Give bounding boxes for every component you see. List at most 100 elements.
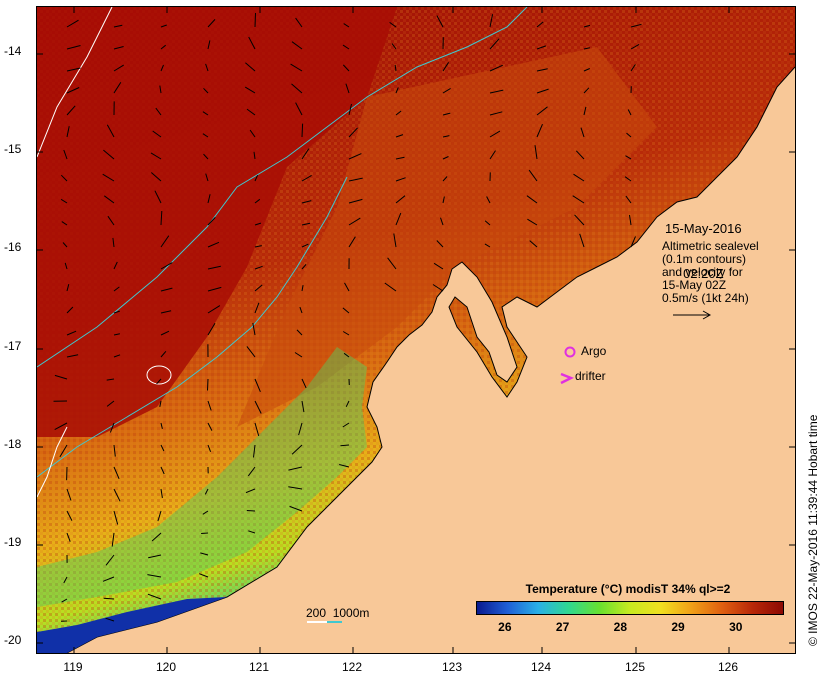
velocity-arrow: [103, 149, 115, 160]
velocity-arrow: [630, 23, 642, 28]
velocity-arrow: [106, 124, 115, 138]
x-tick-label: 124: [530, 660, 552, 674]
velocity-arrow: [104, 195, 115, 204]
contour-1000m-lower: [37, 176, 348, 478]
velocity-arrow: [489, 111, 503, 116]
velocity-arrow: [207, 323, 216, 336]
velocity-arrow: [150, 152, 162, 160]
x-tick-label: 121: [248, 660, 270, 674]
velocity-arrow: [113, 64, 124, 72]
x-tick-label: 120: [155, 660, 177, 674]
velocity-arrow: [348, 236, 356, 248]
velocity-arrow: [436, 15, 444, 28]
argo-marker[interactable]: [564, 346, 576, 358]
velocity-arrow: [66, 354, 79, 358]
drifter-marker[interactable]: [560, 372, 575, 385]
velocity-arrow: [160, 24, 167, 28]
velocity-arrow: [254, 378, 261, 392]
velocity-arrow: [296, 329, 303, 336]
velocity-arrow: [489, 38, 500, 50]
velocity-arrow: [627, 109, 632, 116]
legend-title: Temperature (°C) modisT 34% ql>=2: [525, 582, 731, 596]
velocity-arrow: [291, 41, 303, 50]
velocity-arrow: [66, 306, 74, 314]
velocity-arrow: [207, 241, 220, 248]
velocity-arrow: [254, 222, 262, 226]
velocity-scale-arrowhead: [702, 310, 712, 320]
velocity-arrow: [574, 214, 585, 226]
altimetry-caption: Altimetric sealevel (0.1m contours) and …: [662, 239, 759, 305]
velocity-arrow: [155, 107, 162, 116]
velocity-arrow: [200, 552, 209, 556]
velocity-arrow: [245, 62, 256, 72]
velocity-arrow: [298, 422, 303, 436]
velocity-arrow: [113, 24, 123, 28]
temperature-legend: Temperature (°C) modisT 34% ql>=2 26 27 …: [472, 582, 784, 642]
velocity-arrow: [394, 64, 397, 72]
velocity-arrow: [291, 83, 303, 94]
velocity-arrow: [160, 287, 173, 292]
velocity-arrow: [290, 63, 303, 72]
velocity-arrow: [536, 124, 543, 138]
velocity-arrow: [147, 574, 162, 578]
velocity-arrow: [207, 40, 211, 50]
velocity-arrow: [201, 532, 209, 534]
colorbar-tick: 27: [555, 620, 570, 634]
velocity-arrow: [440, 217, 444, 226]
velocity-arrow: [113, 286, 120, 292]
velocity-arrow: [254, 302, 260, 314]
velocity-arrow: [66, 67, 81, 72]
velocity-arrow: [160, 210, 163, 226]
colorbar-tick: 29: [671, 620, 685, 634]
velocity-arrow: [113, 310, 120, 314]
velocity-arrow: [105, 554, 115, 566]
colorbar-tick: 28: [613, 620, 627, 634]
velocity-arrow: [111, 532, 115, 547]
velocity-arrow: [484, 243, 491, 248]
velocity-arrow: [301, 263, 307, 270]
velocity-arrow: [63, 149, 68, 160]
velocity-arrow: [106, 378, 115, 381]
velocity-arrow: [150, 172, 162, 182]
velocity-arrow: [442, 196, 445, 204]
colorbar: [476, 601, 784, 615]
velocity-vectors: [53, 12, 642, 622]
velocity-arrow: [288, 486, 303, 490]
velocity-arrow: [66, 283, 70, 292]
velocity-arrow: [301, 174, 312, 182]
velocity-arrow: [244, 86, 256, 94]
velocity-arrow: [294, 352, 303, 358]
velocity-arrow: [113, 354, 121, 358]
velocity-arrow: [247, 466, 256, 477]
velocity-arrow: [489, 150, 496, 160]
velocity-arrow: [395, 110, 402, 116]
observation-date: 15-May-2016 02:20Z: [665, 191, 742, 296]
velocity-arrow: [583, 68, 590, 72]
velocity-arrow: [529, 240, 538, 248]
velocity-arrow: [151, 532, 162, 542]
velocity-arrow: [245, 488, 256, 494]
velocity-arrow: [66, 488, 72, 501]
velocity-arrow: [301, 222, 311, 226]
velocity-arrow: [343, 352, 350, 358]
velocity-arrow: [301, 200, 312, 204]
axis-ticks: [37, 7, 795, 653]
map-panel[interactable]: [36, 6, 796, 654]
velocity-arrow: [160, 235, 170, 248]
velocity-arrow: [160, 310, 172, 314]
velocity-arrow: [61, 598, 68, 603]
velocity-arrow: [160, 262, 173, 270]
velocity-arrow: [575, 150, 585, 160]
velocity-arrow: [205, 173, 209, 182]
velocity-arrow: [207, 378, 209, 391]
velocity-arrow: [160, 422, 163, 430]
velocity-arrow: [63, 576, 68, 584]
velocity-arrow: [113, 333, 120, 336]
velocity-arrow: [203, 153, 209, 160]
velocity-arrow: [389, 21, 397, 28]
velocity-arrow: [246, 108, 256, 116]
contour-200m: [37, 7, 113, 158]
velocity-arrow: [202, 510, 209, 515]
velocity-arrow: [254, 245, 262, 248]
velocity-arrow: [160, 350, 167, 358]
